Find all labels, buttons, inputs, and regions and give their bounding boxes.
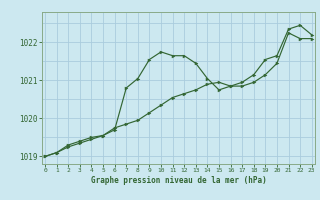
X-axis label: Graphe pression niveau de la mer (hPa): Graphe pression niveau de la mer (hPa) xyxy=(91,176,266,185)
